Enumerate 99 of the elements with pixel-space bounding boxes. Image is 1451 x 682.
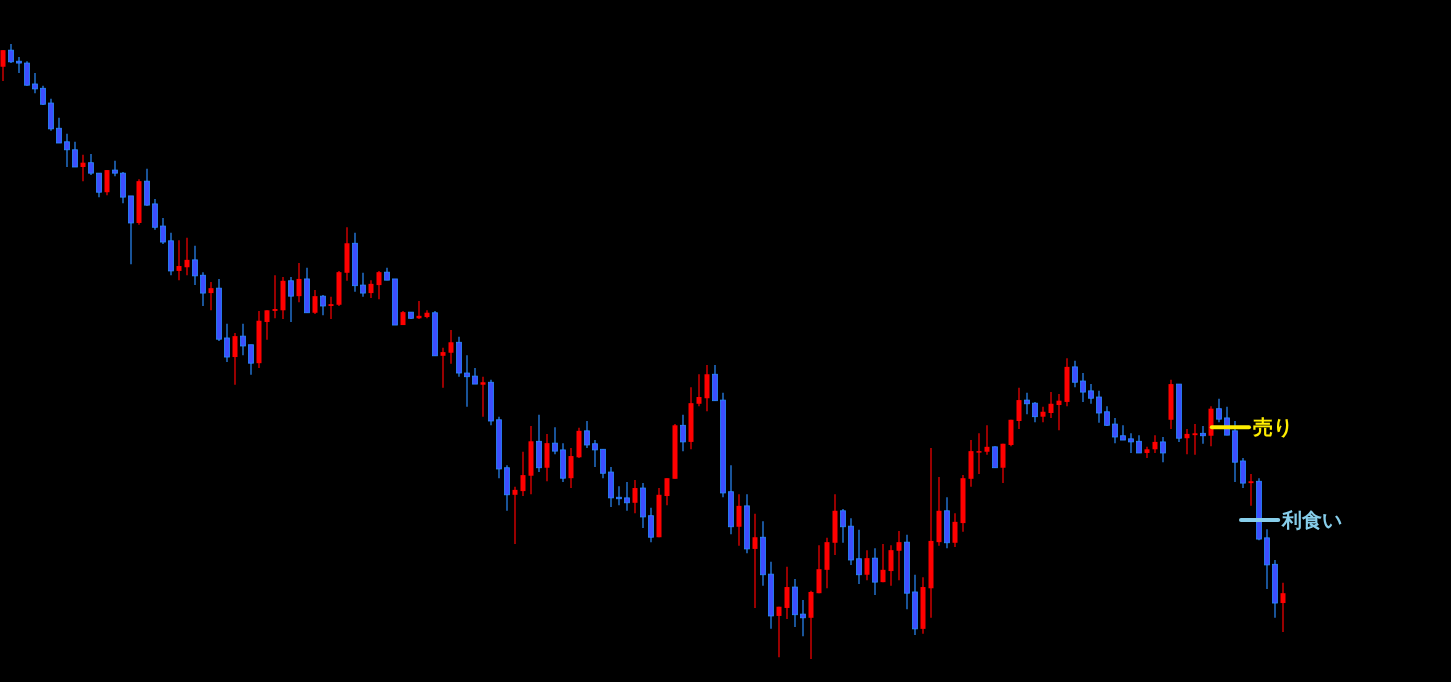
candlestick (552, 426, 558, 455)
candlestick (880, 543, 886, 583)
candlestick (56, 117, 62, 144)
candlestick (752, 513, 758, 609)
candlestick (840, 508, 846, 544)
candlestick (224, 323, 230, 363)
candlestick (600, 448, 606, 479)
candlestick (464, 354, 470, 408)
candlestick (1240, 457, 1246, 489)
candlestick (648, 507, 654, 543)
candlestick (1080, 372, 1086, 403)
candlestick (24, 60, 30, 87)
candlestick (200, 271, 206, 307)
candlestick (328, 296, 334, 320)
candlestick (296, 262, 302, 303)
candlestick (320, 294, 326, 316)
candlestick (64, 133, 70, 168)
candlestick (1048, 391, 1054, 419)
candlestick (872, 547, 878, 596)
candlestick (616, 485, 622, 506)
candlestick (1072, 360, 1078, 388)
candlestick (8, 43, 14, 64)
candlestick (112, 160, 118, 177)
candlestick (592, 439, 598, 468)
candlestick (704, 364, 710, 412)
candlestick (1200, 425, 1206, 445)
candlestick (80, 154, 86, 182)
candlestick (440, 347, 446, 389)
candlestick (120, 171, 126, 204)
candlestick (448, 329, 454, 365)
candlestick (376, 270, 382, 300)
candlestick (1016, 387, 1022, 430)
candlestick (0, 49, 6, 82)
candlestick (952, 512, 958, 548)
candlestick (1088, 383, 1094, 405)
candlestick (1128, 432, 1134, 454)
candlestick (984, 424, 990, 456)
candlestick (888, 544, 894, 587)
candlestick (696, 373, 702, 407)
candlestick (152, 198, 158, 231)
candlestick (520, 451, 526, 497)
candlestick (632, 479, 638, 514)
candlestick (240, 323, 246, 356)
candlestick (160, 217, 166, 245)
candlestick (976, 432, 982, 475)
candlestick (624, 481, 630, 512)
candlestick (864, 549, 870, 581)
candlestick (248, 344, 254, 376)
candlestick (1040, 406, 1046, 423)
candlestick (736, 493, 742, 547)
candlestick (776, 606, 782, 658)
candlestick (1144, 446, 1150, 459)
candlestick (584, 420, 590, 449)
candlestick (360, 272, 366, 298)
candlestick (992, 445, 998, 469)
candlestick (72, 141, 78, 168)
candlestick (16, 56, 22, 74)
candlestick (176, 239, 182, 281)
candlestick (1104, 405, 1110, 427)
candlestick (1248, 473, 1254, 507)
candlestick (144, 168, 150, 207)
candlestick (32, 72, 38, 94)
candlestick (1056, 393, 1062, 431)
candlestick (1184, 428, 1190, 455)
ref-line-label: 売り (1253, 415, 1293, 440)
candlestick (800, 599, 806, 637)
candlestick (40, 85, 46, 106)
candlestick (1216, 398, 1222, 423)
candlestick (1152, 434, 1158, 454)
candlestick (896, 530, 902, 581)
candlestick (96, 172, 102, 198)
candlestick (784, 566, 790, 620)
candlestick (856, 529, 862, 585)
candlestick (1000, 443, 1006, 484)
candlestick (1024, 392, 1030, 415)
ref-line-label: 利食い (1281, 508, 1343, 533)
candlestick (272, 274, 278, 319)
candlestick (1096, 390, 1102, 424)
candlestick (816, 544, 822, 594)
candlestick (208, 281, 214, 311)
candlestick (1120, 424, 1126, 441)
candlestick (664, 477, 670, 506)
candlestick (232, 332, 238, 386)
candlestick (184, 237, 190, 276)
candlestick (104, 169, 110, 196)
candlestick (568, 447, 574, 489)
candlestick (1160, 436, 1166, 463)
candlestick (1280, 582, 1286, 633)
candlestick (264, 309, 270, 341)
candlestick (512, 486, 518, 545)
candlestick (288, 276, 294, 323)
candlestick (88, 153, 94, 176)
candlestick (1112, 417, 1118, 444)
candlestick (1192, 423, 1198, 456)
candlestick (680, 414, 686, 452)
candlestick (312, 289, 318, 315)
candlestick (192, 245, 198, 286)
candlestick (480, 376, 486, 418)
candlestick (1032, 401, 1038, 423)
